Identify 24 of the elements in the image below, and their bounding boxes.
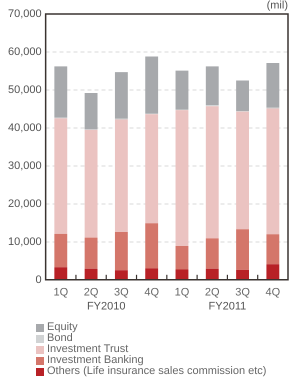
y-tick-label: 40,000 [8, 122, 42, 134]
y-tick-label: 10,000 [8, 236, 42, 248]
y-tick-label: 30,000 [8, 160, 42, 172]
y-tick-label: 60,000 [8, 46, 42, 58]
x-tick-label: 4Q [144, 286, 160, 298]
x-tick-label: 1Q [53, 286, 69, 298]
legend-label: Bond [47, 332, 73, 344]
x-tick-label: 4Q [266, 286, 281, 298]
legend-label: Investment Banking [47, 354, 144, 366]
legend-label: Equity [47, 321, 78, 333]
x-tick-label: 3Q [235, 286, 250, 298]
x-tick-label: 2Q [204, 286, 220, 298]
y-tick-label: 20,000 [8, 198, 42, 210]
legend-label: Others (Life insurance sales commission etc) [47, 365, 266, 377]
x-tick-label: 1Q [174, 286, 190, 298]
text: FY2011 [208, 300, 246, 312]
y-tick-label: 0 [36, 274, 42, 286]
y-tick-label: 70,000 [8, 8, 42, 20]
y-axis-title: (mil) [266, 0, 288, 12]
y-tick-label: 50,000 [8, 84, 42, 96]
x-tick-label: 2Q [84, 286, 99, 298]
legend-label: Investment Trust [47, 343, 128, 355]
text: FY2010 [86, 300, 126, 312]
x-tick-label: 3Q [114, 286, 130, 298]
